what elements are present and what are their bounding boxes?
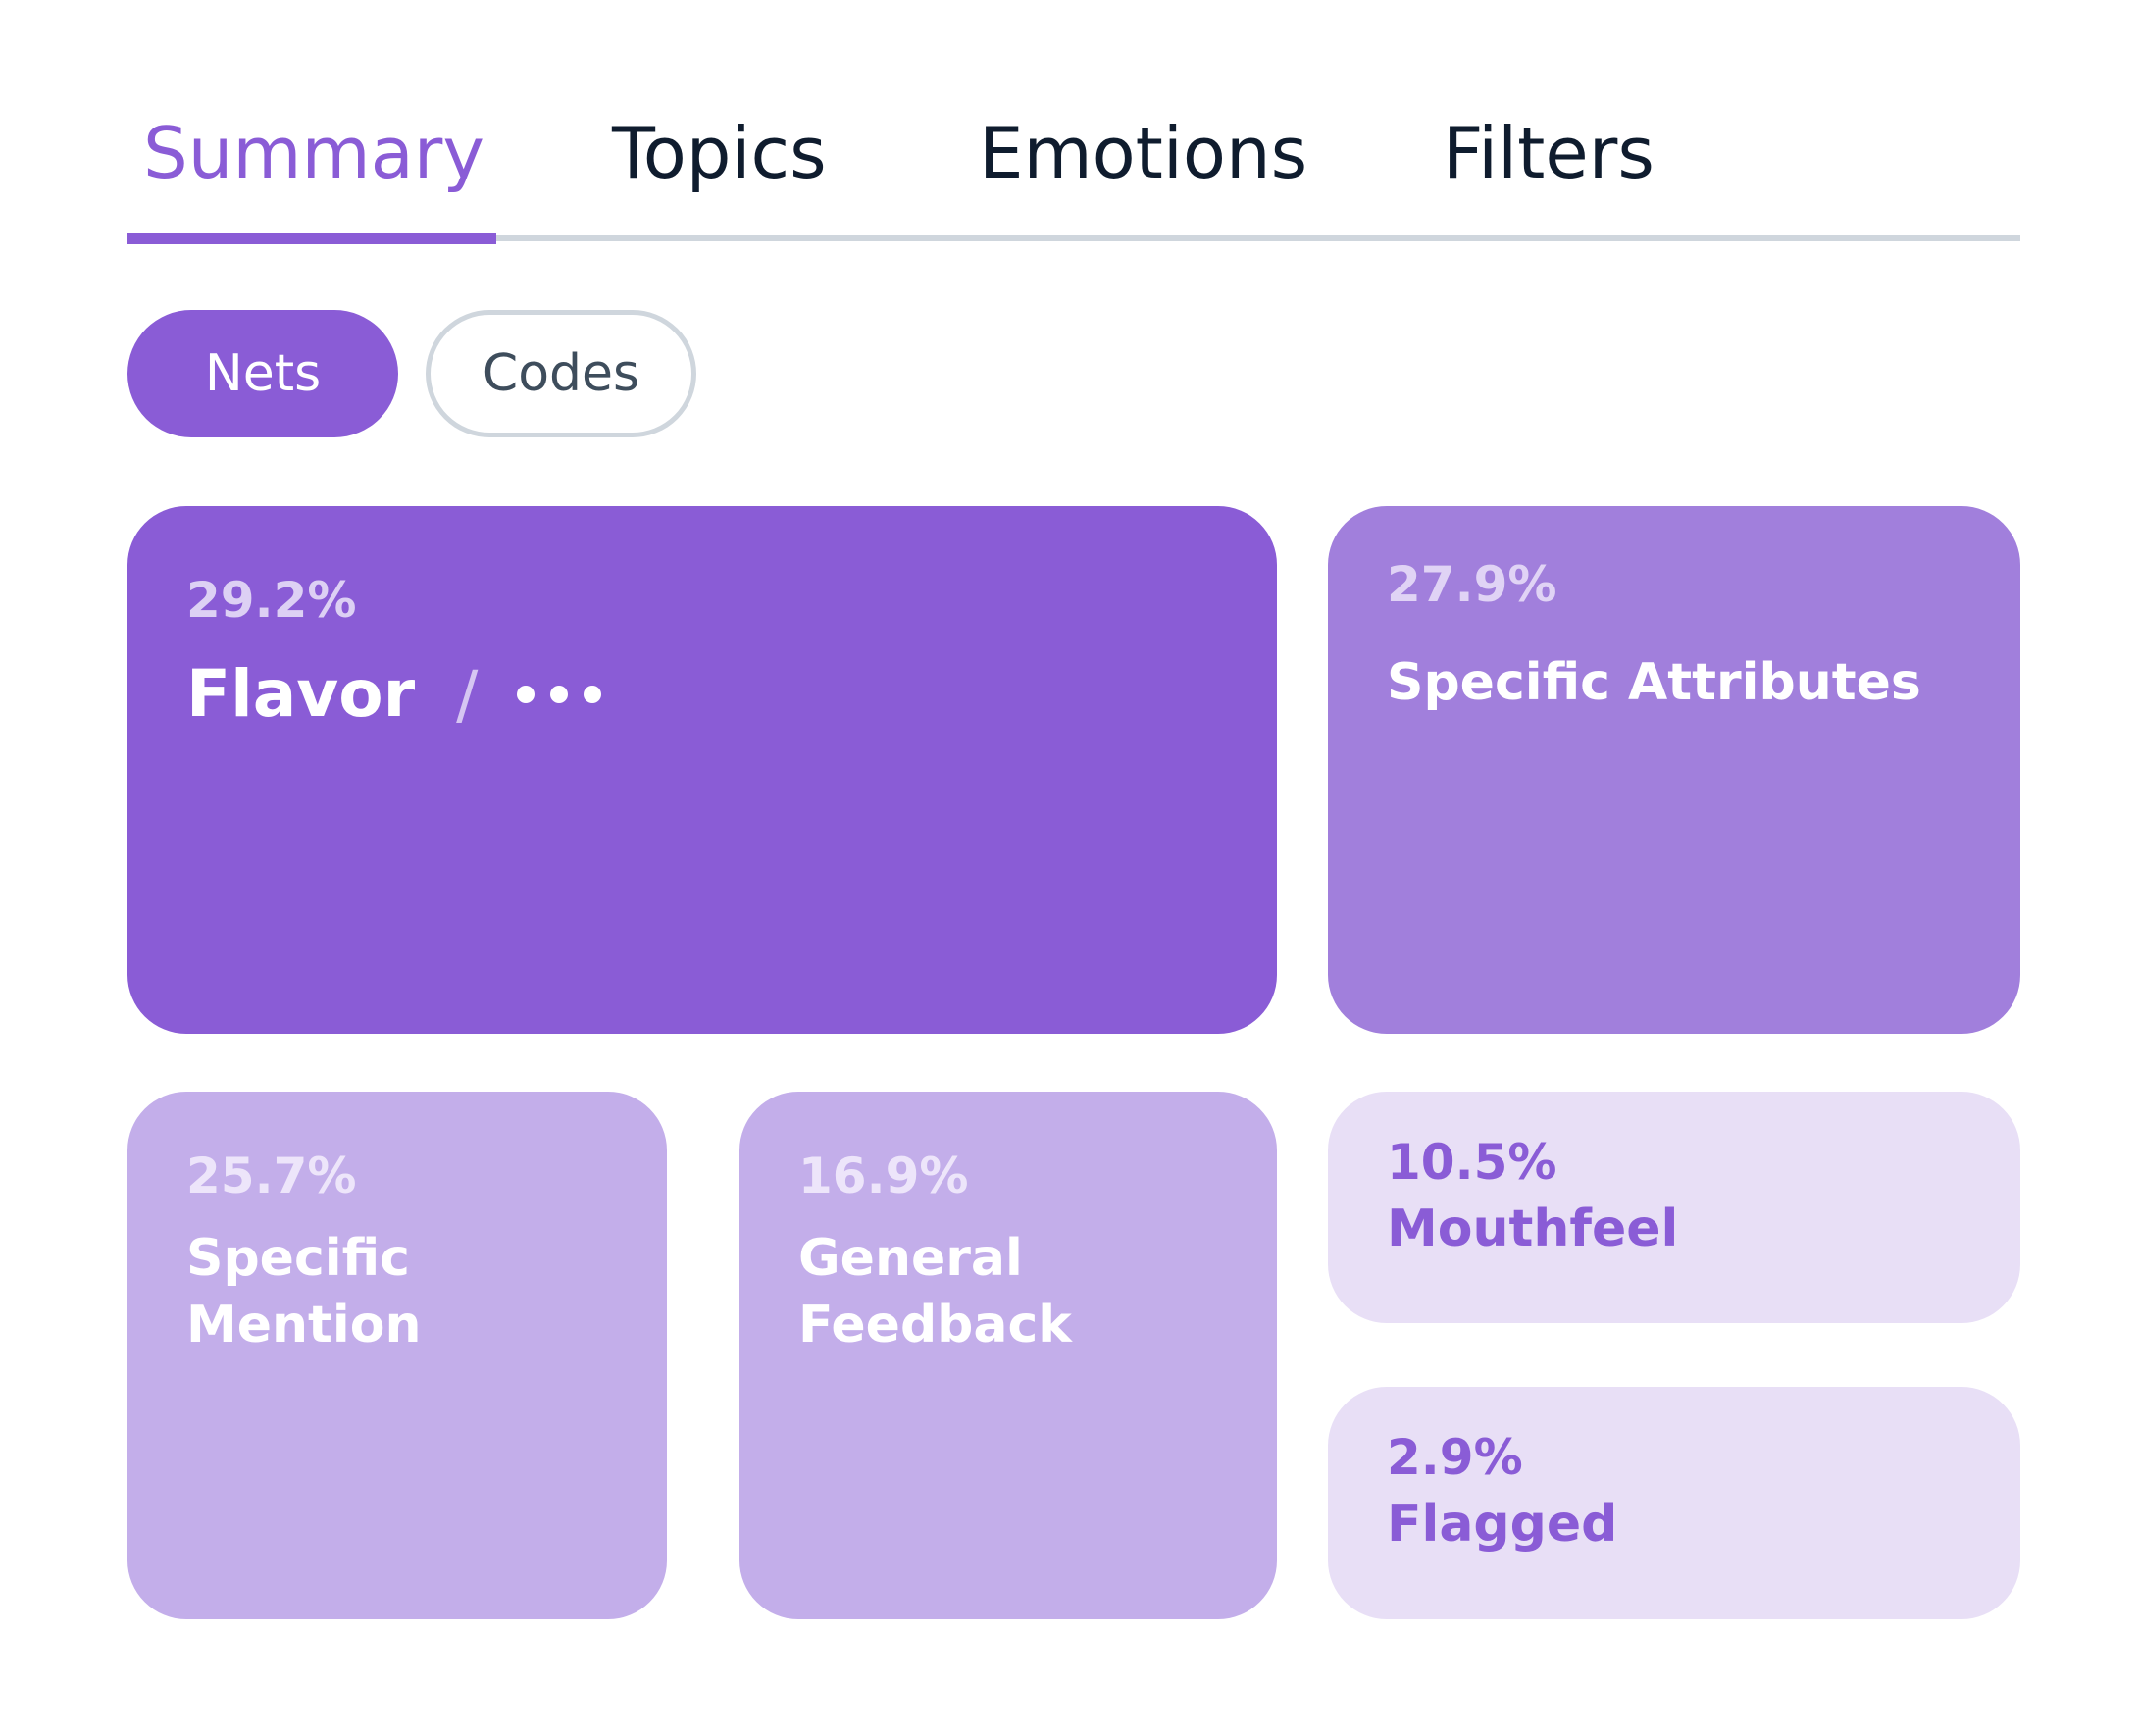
tile-title-row: Flavor / xyxy=(186,655,1218,734)
tile-flavor[interactable]: 29.2% Flavor / xyxy=(127,506,1277,1034)
codes-toggle-button[interactable]: Codes xyxy=(426,310,696,437)
tile-percent: 25.7% xyxy=(186,1148,357,1204)
more-options-icon[interactable] xyxy=(517,686,602,703)
tab-bar: Summary Topics Emotions Filters xyxy=(127,0,2020,247)
breadcrumb-separator: / xyxy=(456,656,479,733)
tile-percent: 29.2% xyxy=(186,572,357,629)
tile-label: Flavor xyxy=(186,656,416,732)
tile-percent: 16.9% xyxy=(798,1148,969,1204)
tile-general-feedback[interactable]: 16.9% General Feedback xyxy=(739,1092,1277,1619)
tab-divider xyxy=(127,235,2020,241)
tile-percent: 2.9% xyxy=(1387,1429,1523,1486)
tile-mouthfeel[interactable]: 10.5% Mouthfeel xyxy=(1328,1092,2020,1323)
tile-percent: 27.9% xyxy=(1387,556,1557,613)
tab-emotions[interactable]: Emotions xyxy=(979,112,1308,194)
tile-specific-attributes[interactable]: 27.9% Specific Attributes xyxy=(1328,506,2020,1034)
tile-label: Specific Mention xyxy=(186,1229,422,1354)
tile-specific-mention[interactable]: 25.7% Specific Mention xyxy=(127,1092,667,1619)
tile-label: Mouthfeel xyxy=(1387,1200,1679,1258)
tile-label: Specific Attributes xyxy=(1387,653,1921,712)
tile-label: Flagged xyxy=(1387,1495,1618,1554)
tab-summary[interactable]: Summary xyxy=(143,112,484,194)
tile-label: General Feedback xyxy=(798,1229,1072,1354)
nets-toggle-button[interactable]: Nets xyxy=(127,310,398,437)
tab-topics[interactable]: Topics xyxy=(612,112,827,194)
tile-flagged[interactable]: 2.9% Flagged xyxy=(1328,1387,2020,1619)
tile-percent: 10.5% xyxy=(1387,1134,1557,1191)
tab-filters[interactable]: Filters xyxy=(1443,112,1655,194)
active-tab-indicator xyxy=(127,233,496,244)
